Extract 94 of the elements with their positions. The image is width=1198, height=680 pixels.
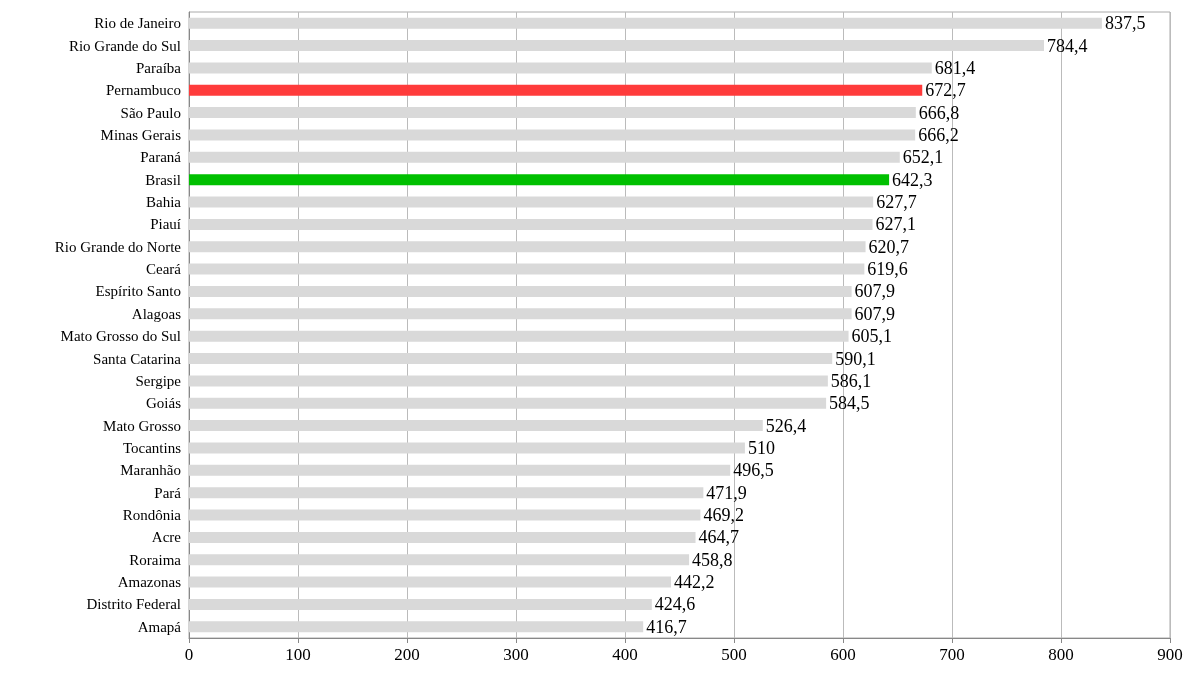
y-tick-label: Espírito Santo bbox=[95, 283, 181, 300]
data-label: 510 bbox=[747, 437, 775, 458]
x-tick-label: 900 bbox=[1157, 645, 1183, 664]
data-label: 458,8 bbox=[692, 549, 733, 570]
bar bbox=[189, 62, 932, 74]
y-tick-label: Mato Grosso do Sul bbox=[60, 328, 181, 345]
y-tick-label: Rio de Janeiro bbox=[94, 15, 181, 32]
y-tick-label: Acre bbox=[151, 529, 182, 546]
bar bbox=[189, 40, 1044, 52]
bar bbox=[189, 598, 652, 610]
bar bbox=[189, 241, 866, 253]
data-label: 464,7 bbox=[698, 527, 740, 548]
y-tick-label: Pernambuco bbox=[106, 82, 181, 99]
data-label: 837,5 bbox=[1104, 13, 1146, 34]
bar bbox=[189, 129, 916, 141]
y-tick-label: Piauí bbox=[150, 216, 181, 233]
y-tick-label: Rio Grande do Norte bbox=[54, 238, 182, 255]
data-label: 642,3 bbox=[892, 169, 933, 190]
data-label: 590,1 bbox=[835, 348, 876, 369]
data-label: 526,4 bbox=[765, 415, 807, 436]
bar bbox=[189, 509, 701, 521]
data-label: 666,2 bbox=[918, 124, 959, 145]
x-tick-label: 500 bbox=[721, 645, 747, 664]
bar bbox=[189, 17, 1102, 29]
data-label: 607,9 bbox=[854, 303, 896, 324]
bar bbox=[189, 218, 873, 230]
x-tick-label: 700 bbox=[939, 645, 965, 664]
y-tick-label: Pará bbox=[154, 484, 182, 501]
y-tick-label: Santa Catarina bbox=[93, 350, 182, 367]
y-tick-label: Minas Gerais bbox=[100, 126, 182, 143]
y-tick-label: Brasil bbox=[145, 171, 181, 188]
data-label: 681,4 bbox=[934, 57, 976, 78]
data-label: 627,7 bbox=[876, 192, 917, 213]
data-label: 496,5 bbox=[733, 460, 774, 481]
data-label: 469,2 bbox=[703, 505, 744, 526]
data-label: 584,5 bbox=[829, 393, 870, 414]
y-tick-label: Rio Grande do Sul bbox=[68, 37, 181, 54]
bar bbox=[189, 464, 731, 476]
y-tick-label: Maranhão bbox=[120, 462, 181, 479]
y-tick-label: Bahia bbox=[146, 194, 182, 211]
x-tick-label: 0 bbox=[184, 645, 194, 664]
bar bbox=[189, 554, 690, 566]
y-tick-label: Amapá bbox=[137, 618, 182, 635]
y-tick-label: Paraíba bbox=[136, 59, 182, 76]
bar bbox=[189, 308, 852, 320]
data-label: 607,9 bbox=[854, 281, 896, 302]
x-tick-label: 100 bbox=[285, 645, 311, 664]
x-tick-label: 400 bbox=[612, 645, 638, 664]
data-label: 605,1 bbox=[851, 326, 893, 347]
data-label: 619,6 bbox=[867, 259, 908, 280]
y-tick-label: Roraima bbox=[129, 551, 182, 568]
bar bbox=[189, 84, 923, 96]
bar bbox=[189, 151, 900, 163]
y-tick-label: Alagoas bbox=[131, 305, 182, 322]
y-tick-label: Sergipe bbox=[135, 372, 182, 389]
bar bbox=[189, 531, 696, 543]
y-tick-label: Ceará bbox=[146, 261, 182, 278]
x-tick-label: 800 bbox=[1048, 645, 1074, 664]
bar bbox=[189, 353, 833, 365]
data-label: 784,4 bbox=[1047, 35, 1088, 56]
data-label: 627,1 bbox=[875, 214, 917, 235]
bar bbox=[189, 263, 865, 275]
data-label: 666,8 bbox=[918, 102, 960, 123]
data-label: 442,2 bbox=[674, 572, 715, 593]
x-tick-label: 200 bbox=[394, 645, 420, 664]
data-label: 416,7 bbox=[646, 616, 687, 637]
y-tick-label: Paraná bbox=[140, 149, 182, 166]
bar bbox=[189, 576, 671, 588]
y-tick-label: Mato Grosso bbox=[103, 417, 181, 434]
bar bbox=[189, 107, 916, 119]
y-tick-label: Amazonas bbox=[117, 574, 182, 591]
bar bbox=[189, 196, 874, 208]
y-tick-label: Rondônia bbox=[122, 507, 182, 524]
data-label: 424,6 bbox=[654, 594, 696, 615]
bar bbox=[189, 285, 852, 297]
y-tick-label: Distrito Federal bbox=[86, 596, 181, 613]
y-tick-label: São Paulo bbox=[120, 104, 181, 121]
bar bbox=[189, 442, 745, 454]
y-tick-label: Goiás bbox=[146, 395, 182, 412]
data-label: 620,7 bbox=[868, 236, 910, 257]
bar bbox=[189, 375, 828, 387]
data-label: 652,1 bbox=[902, 147, 944, 168]
bar bbox=[189, 487, 704, 499]
bar bbox=[189, 621, 644, 633]
y-tick-label: Tocantins bbox=[122, 439, 182, 456]
data-label: 471,9 bbox=[706, 482, 747, 503]
bar bbox=[189, 397, 827, 409]
bar bbox=[189, 174, 890, 186]
data-label: 586,1 bbox=[830, 370, 872, 391]
bar bbox=[189, 420, 763, 432]
x-tick-label: 600 bbox=[830, 645, 856, 664]
data-label: 672,7 bbox=[925, 80, 966, 101]
bar bbox=[189, 330, 849, 342]
x-tick-label: 300 bbox=[503, 645, 529, 664]
